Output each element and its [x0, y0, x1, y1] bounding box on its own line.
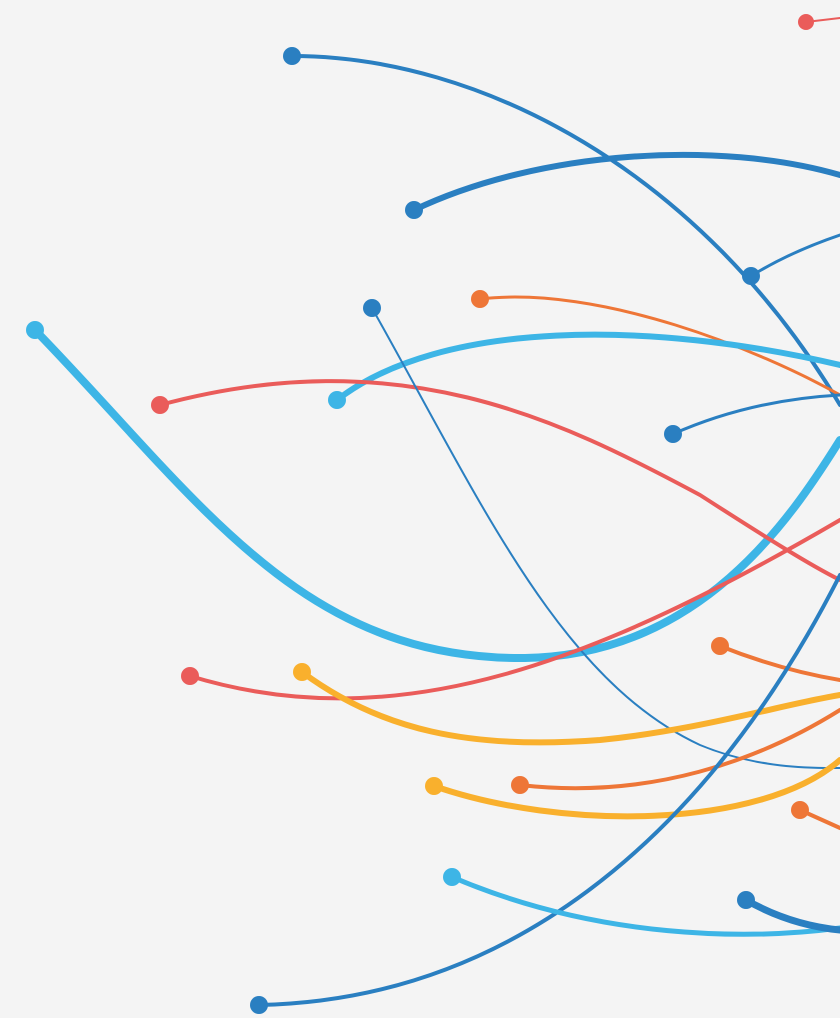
- dot: [471, 290, 489, 308]
- dot: [742, 267, 760, 285]
- dot: [737, 891, 755, 909]
- page: [0, 0, 840, 1018]
- dot: [405, 201, 423, 219]
- dot: [283, 47, 301, 65]
- dot: [363, 299, 381, 317]
- dot: [511, 776, 529, 794]
- dot: [250, 996, 268, 1014]
- dot: [443, 868, 461, 886]
- dot: [293, 663, 311, 681]
- dot: [664, 425, 682, 443]
- dot: [328, 391, 346, 409]
- decorative-curves: [0, 0, 840, 1018]
- dot: [798, 14, 814, 30]
- dot: [26, 321, 44, 339]
- dot: [151, 396, 169, 414]
- dot: [181, 667, 199, 685]
- dot: [425, 777, 443, 795]
- dot: [711, 637, 729, 655]
- dot: [791, 801, 809, 819]
